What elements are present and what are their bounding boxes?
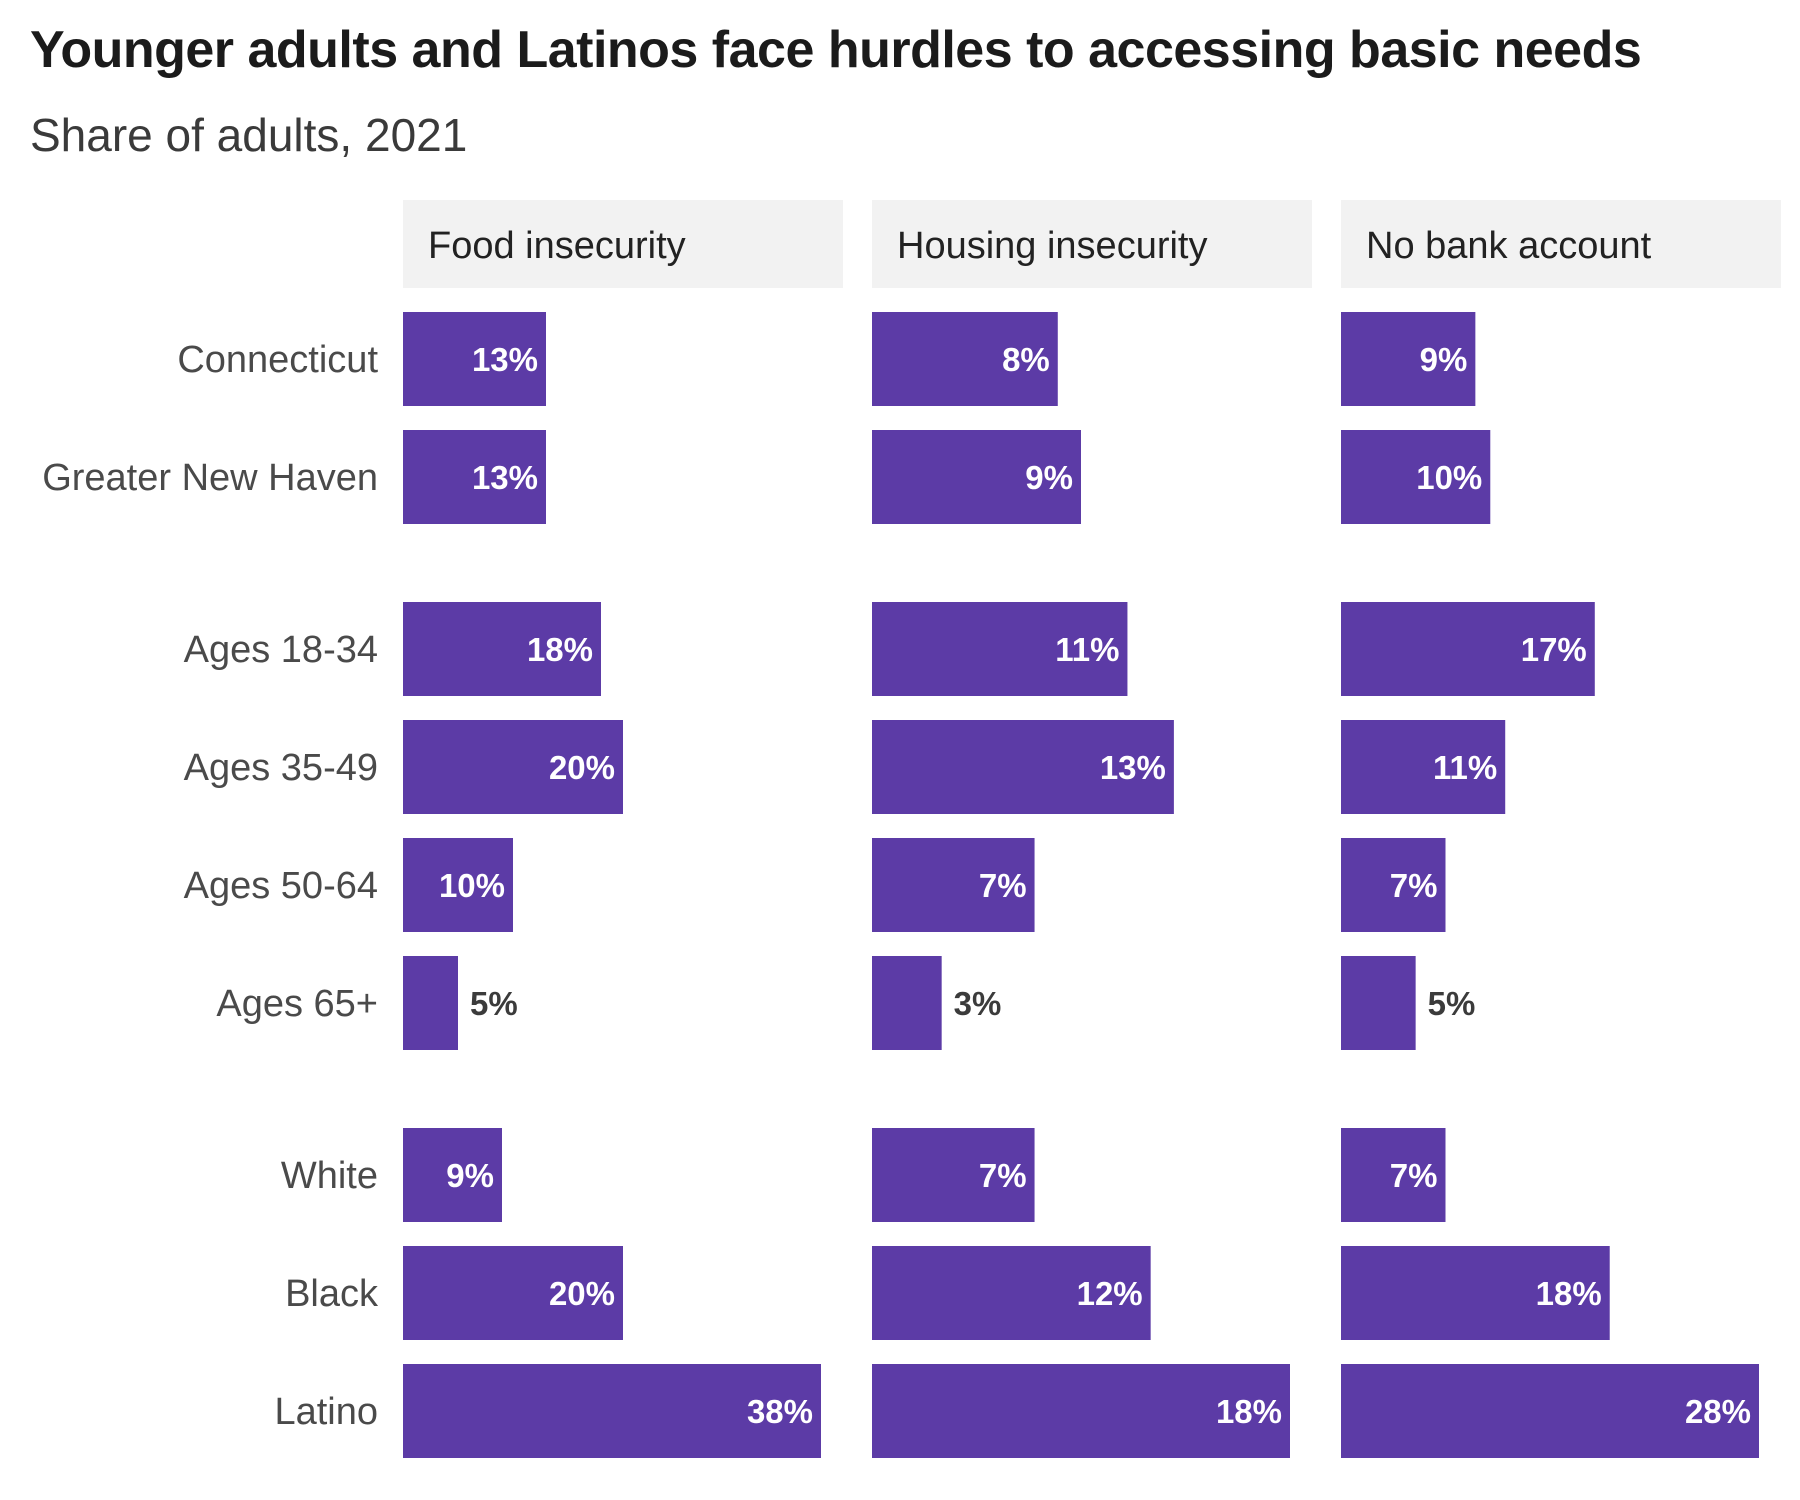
facet-header bbox=[1341, 200, 1781, 288]
bar bbox=[403, 720, 623, 814]
chart-title: Younger adults and Latinos face hurdles … bbox=[30, 21, 1642, 79]
bar bbox=[1341, 1128, 1446, 1222]
bar bbox=[403, 838, 513, 932]
bar bbox=[1341, 602, 1595, 696]
data-label: 18% bbox=[1536, 1275, 1602, 1312]
data-label: 18% bbox=[1216, 1393, 1282, 1430]
row-label: Ages 35-49 bbox=[184, 747, 378, 789]
bar bbox=[1341, 956, 1416, 1050]
row-label: Latino bbox=[274, 1391, 378, 1433]
bar bbox=[1341, 430, 1491, 524]
data-label: 9% bbox=[1420, 341, 1468, 378]
facet-header bbox=[403, 200, 843, 288]
data-label: 13% bbox=[472, 459, 538, 496]
data-label: 11% bbox=[1433, 749, 1497, 786]
row-label: Ages 18-34 bbox=[184, 629, 378, 671]
bar bbox=[872, 430, 1081, 524]
bar bbox=[403, 1246, 623, 1340]
data-label: 5% bbox=[1428, 985, 1476, 1022]
bar bbox=[403, 312, 546, 406]
facet-header-label: Housing insecurity bbox=[897, 225, 1207, 267]
row-label: Connecticut bbox=[177, 339, 378, 381]
row-label: Ages 50-64 bbox=[184, 865, 378, 907]
data-label: 28% bbox=[1685, 1393, 1751, 1430]
bar bbox=[872, 312, 1058, 406]
row-label: White bbox=[281, 1155, 378, 1197]
facet-header-label: No bank account bbox=[1366, 225, 1652, 267]
data-label: 17% bbox=[1521, 631, 1587, 668]
data-label: 18% bbox=[527, 631, 593, 668]
data-label: 12% bbox=[1077, 1275, 1143, 1312]
data-label: 20% bbox=[549, 1275, 615, 1312]
bar bbox=[403, 1128, 502, 1222]
bar bbox=[1341, 720, 1506, 814]
bar bbox=[1341, 838, 1446, 932]
data-label: 13% bbox=[1100, 749, 1166, 786]
bar bbox=[1341, 1364, 1759, 1458]
chart-subtitle: Share of adults, 2021 bbox=[30, 109, 468, 161]
bar bbox=[872, 1364, 1290, 1458]
data-label: 13% bbox=[472, 341, 538, 378]
data-label: 8% bbox=[1002, 341, 1050, 378]
bar bbox=[872, 602, 1128, 696]
bar bbox=[872, 1246, 1151, 1340]
data-label: 10% bbox=[1416, 459, 1482, 496]
bar bbox=[872, 956, 942, 1050]
data-label: 11% bbox=[1055, 631, 1119, 668]
bar bbox=[403, 1364, 821, 1458]
data-label: 38% bbox=[747, 1393, 813, 1430]
data-label: 9% bbox=[446, 1157, 494, 1194]
bar bbox=[403, 956, 458, 1050]
row-label: Black bbox=[285, 1273, 379, 1315]
bar bbox=[403, 602, 601, 696]
facet-header-label: Food insecurity bbox=[428, 225, 686, 267]
data-label: 5% bbox=[470, 985, 518, 1022]
data-label: 20% bbox=[549, 749, 615, 786]
data-label: 3% bbox=[954, 985, 1002, 1022]
bar bbox=[872, 838, 1035, 932]
row-label: Greater New Haven bbox=[42, 457, 378, 499]
bar bbox=[872, 720, 1174, 814]
bar bbox=[872, 1128, 1035, 1222]
data-label: 10% bbox=[439, 867, 505, 904]
facet-header bbox=[872, 200, 1312, 288]
bar bbox=[1341, 1246, 1610, 1340]
row-label: Ages 65+ bbox=[216, 983, 378, 1025]
data-label: 7% bbox=[979, 1157, 1027, 1194]
bar bbox=[1341, 312, 1476, 406]
data-label: 7% bbox=[1390, 867, 1438, 904]
data-label: 9% bbox=[1025, 459, 1073, 496]
data-label: 7% bbox=[979, 867, 1027, 904]
bar bbox=[403, 430, 546, 524]
data-label: 7% bbox=[1390, 1157, 1438, 1194]
